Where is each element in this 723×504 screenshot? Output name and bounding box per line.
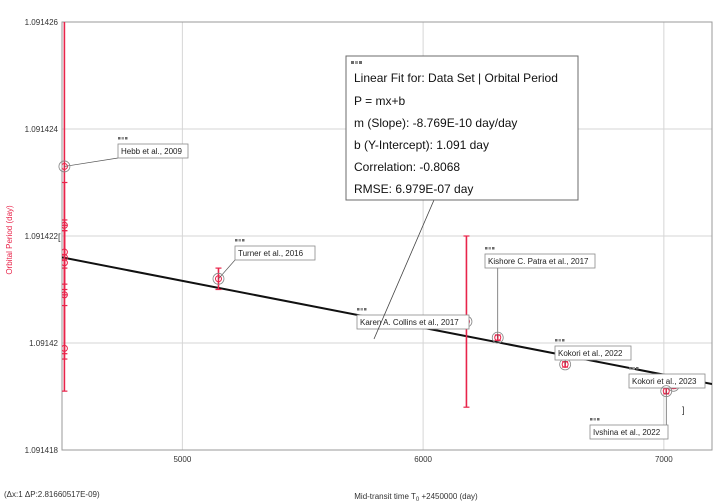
annotation-label: Kokori et al., 2023 [632,377,697,386]
fit-rmse: RMSE: 6.979E-07 day [354,182,473,196]
plot-frame [61,21,713,451]
y-tick-label: 1.091418 [25,446,59,455]
annotation-callout[interactable]: Kishore C. Patra et al., 2017 [484,247,596,344]
annotation-callout[interactable]: Karen A. Collins et al., 2017 [356,308,473,330]
fit-box-leader-line [373,199,435,340]
data-marker [214,275,222,283]
annotation-label: Kokori et al., 2022 [558,349,623,358]
y-axis-label: Orbital Period (day) [5,205,14,275]
annotation-handle-icon [485,247,495,250]
annotation-label: Kishore C. Patra et al., 2017 [488,257,589,266]
x-tick-label: 5000 [173,455,191,464]
annotation-target-ring [58,160,71,173]
x-tick-label: 7000 [655,455,673,464]
annotation-target-ring [212,272,225,285]
annotation-box [484,253,596,269]
range-bracket-left-icon: [ [58,232,61,242]
annotation-label: Ivshina et al., 2022 [593,428,661,437]
annotation-handle-icon [629,367,639,370]
fit-equation: P = mx+b [354,94,405,108]
annotation-leader [64,157,119,167]
fit-title: Linear Fit for: Data Set | Orbital Perio… [354,71,558,85]
annotation-box [589,424,669,440]
annotation-handle-icon [590,418,600,421]
annotation-box [628,373,706,389]
x-tick-label: 6000 [414,455,432,464]
annotation-labels: Hebb et al., 2009 Turner et al., 2016 Kare… [58,137,706,440]
annotation-handle-icon [357,308,367,311]
data-marker [62,344,68,352]
annotation-callout[interactable]: Turner et al., 2016 [212,239,316,285]
annotation-handle-icon [555,339,565,342]
annotation-box [554,345,632,361]
annotation-label: Hebb et al., 2009 [121,147,182,156]
annotation-label: Karen A. Collins et al., 2017 [360,318,459,327]
y-tick-label: 1.09142 [29,339,58,348]
annotation-box [117,143,189,159]
delta-readout: (Δx:1 ΔP:2.81660517E-09) [4,490,100,499]
data-marker [62,291,68,299]
annotation-label: Turner et al., 2016 [238,249,304,258]
fit-slope: m (Slope): -8.769E-10 day/day [354,116,517,130]
annotation-box [356,314,470,330]
fit-statistics-box[interactable]: Linear Fit for: Data Set | Orbital Perio… [345,55,579,201]
x-tick-labels: 5000 6000 7000 [173,455,673,464]
annotation-leader [218,259,236,280]
x-axis-label: Mid-transit time T0 +2450000 (day) [354,492,478,503]
annotation-target-ring [660,385,673,398]
data-point[interactable] [61,304,68,392]
y-tick-label: 1.091426 [25,18,59,27]
annotation-callout[interactable]: Ivshina et al., 2022 [589,385,673,440]
annotation-target-ring [491,331,504,344]
fit-correlation: Correlation: -0.8068 [354,160,460,174]
fit-box-frame [345,55,579,201]
annotation-callout[interactable]: Hebb et al., 2009 [58,137,189,173]
annotation-handle-icon [118,137,128,140]
annotation-callout[interactable]: Kokori et al., 2022 [554,339,632,371]
y-tick-label: 1.091424 [25,125,59,134]
annotation-callout[interactable]: Kokori et al., 2023 [628,367,706,392]
y-tick-labels: 1.091418 1.09142 1.091422 1.091424 1.091426 [25,18,59,455]
fit-box-handle-icon [351,61,362,64]
data-marker [62,162,68,170]
fit-intercept: b (Y-Intercept): 1.091 day [354,138,489,152]
range-bracket-right-icon: ] [682,405,685,415]
y-tick-label: 1.091422 [25,232,59,241]
annotation-handle-icon [235,239,245,242]
annotation-box [234,245,316,261]
